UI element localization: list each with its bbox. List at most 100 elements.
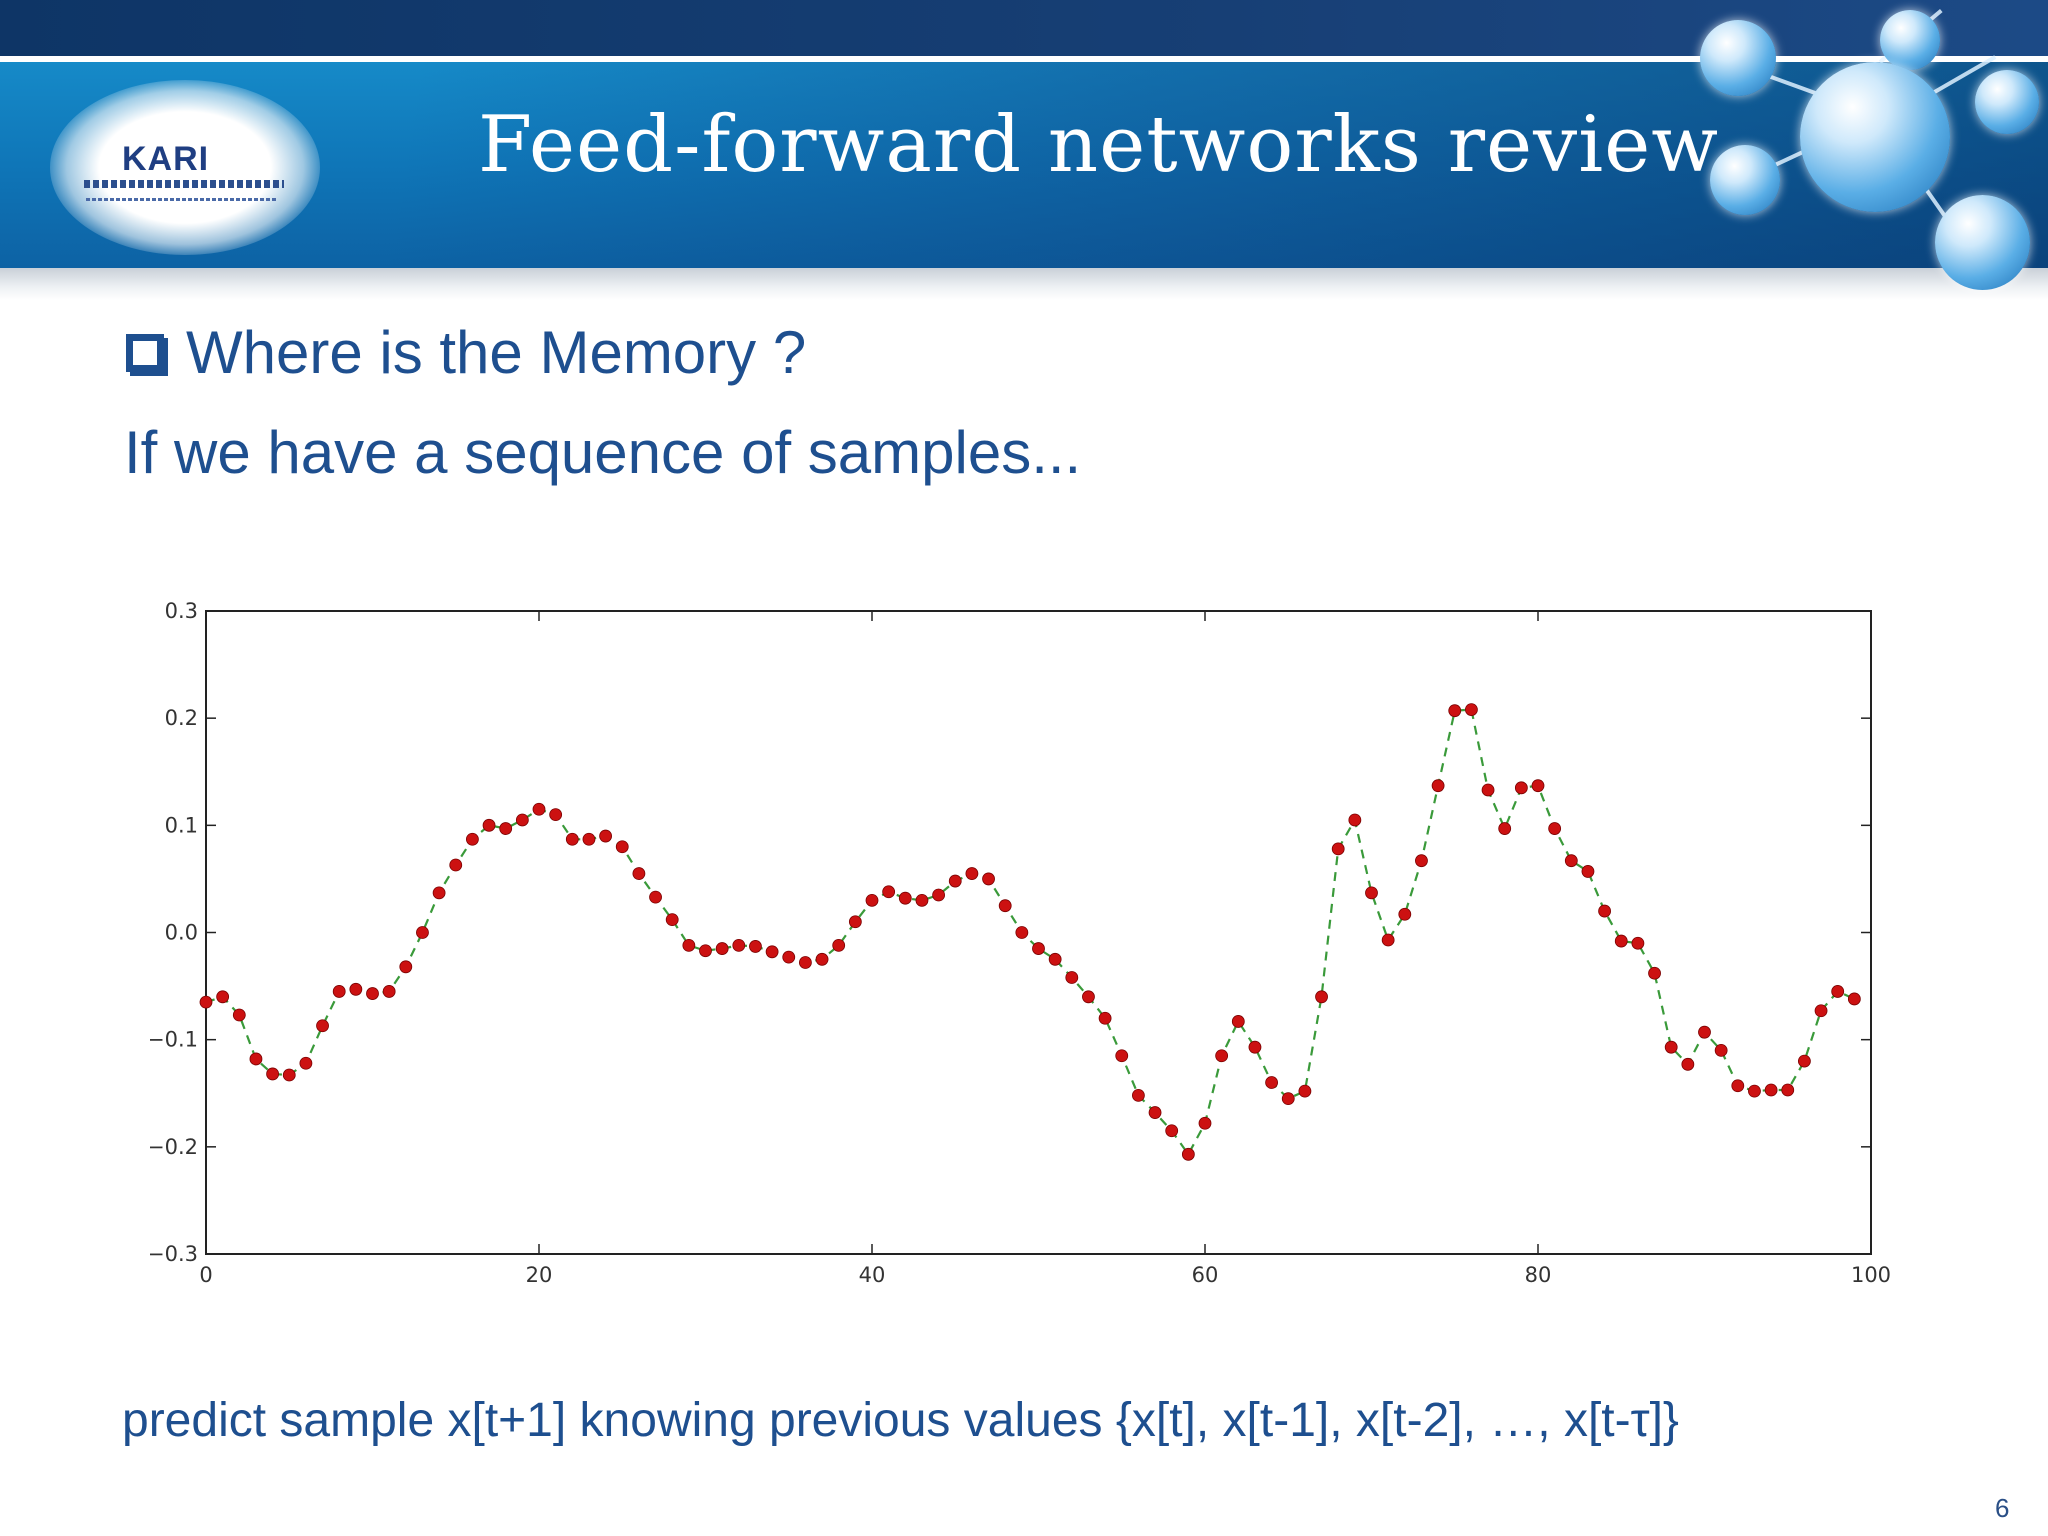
data-point — [1048, 952, 1062, 966]
data-point — [1181, 1147, 1195, 1161]
data-point — [732, 938, 746, 952]
data-point — [1531, 779, 1545, 793]
data-point — [282, 1068, 296, 1082]
data-point — [665, 913, 679, 927]
data-point — [582, 832, 596, 846]
data-point — [482, 818, 496, 832]
satellite-orb-icon — [1700, 20, 1776, 96]
x-tick-label: 20 — [526, 1263, 553, 1287]
x-tick-label: 0 — [199, 1263, 212, 1287]
data-point — [1365, 886, 1378, 900]
header-shadow — [0, 268, 2048, 300]
y-tick-label: 0.3 — [165, 599, 198, 623]
data-point — [1281, 1092, 1295, 1106]
data-point — [1032, 942, 1045, 955]
checkbox-bullet-icon — [126, 333, 164, 372]
data-point — [1514, 781, 1528, 795]
y-tick-label: 0.1 — [165, 813, 198, 837]
data-point — [416, 926, 429, 939]
data-point — [1448, 704, 1462, 718]
data-point — [1098, 1011, 1112, 1025]
data-point — [699, 944, 712, 958]
data-point — [216, 990, 230, 1004]
data-point — [1165, 1124, 1179, 1138]
data-point — [1648, 966, 1661, 980]
data-point — [1082, 990, 1095, 1004]
data-point — [1215, 1049, 1229, 1063]
data-point — [349, 982, 363, 996]
data-point — [882, 885, 896, 899]
data-point — [465, 832, 479, 846]
data-point — [1248, 1040, 1262, 1054]
bullet-item: Where is the Memory ? — [126, 318, 806, 387]
satellite-orb-icon — [1710, 145, 1780, 215]
page-number: 6 — [1995, 1493, 2010, 1523]
data-point — [848, 915, 862, 929]
data-point — [1614, 934, 1628, 948]
data-point — [948, 874, 962, 888]
satellite-orb-icon — [1880, 10, 1940, 70]
globe-orb-icon — [1800, 62, 1950, 212]
data-point — [932, 888, 945, 902]
data-point — [1498, 822, 1512, 835]
data-point — [782, 950, 796, 964]
y-tick-label: −0.2 — [150, 1135, 198, 1159]
data-point — [1381, 933, 1395, 947]
data-point — [1781, 1083, 1795, 1097]
data-point — [615, 840, 629, 854]
data-point — [532, 802, 546, 816]
data-point — [316, 1019, 329, 1033]
data-point — [1831, 985, 1845, 998]
data-point — [1265, 1076, 1278, 1089]
data-point — [1564, 854, 1578, 868]
data-point — [1132, 1088, 1145, 1102]
bullet-text: Where is the Memory ? — [186, 319, 807, 386]
data-point — [299, 1056, 313, 1070]
header-band-shade — [0, 62, 2048, 268]
data-point — [1748, 1084, 1761, 1098]
series-line — [205, 708, 1855, 1157]
data-point — [499, 822, 513, 835]
data-point — [1814, 1004, 1828, 1018]
data-point — [1631, 936, 1645, 950]
data-point — [1798, 1054, 1811, 1068]
y-tick-label: 0.2 — [165, 706, 198, 730]
y-tick-label: 0.0 — [165, 921, 198, 945]
data-point — [1465, 703, 1478, 716]
data-point — [382, 985, 396, 998]
data-point — [1764, 1083, 1778, 1097]
data-point — [1714, 1043, 1728, 1057]
slide-title: Feed-forward networks review — [478, 100, 1720, 190]
data-point — [749, 940, 762, 953]
data-point — [515, 813, 529, 827]
data-point — [199, 995, 213, 1009]
satellite-orb-icon — [1975, 70, 2039, 134]
data-point — [232, 1008, 246, 1022]
kari-logo-english-line — [86, 198, 276, 201]
data-point — [1298, 1084, 1312, 1098]
kari-logo-korean-line — [84, 180, 284, 188]
data-point — [832, 938, 846, 952]
data-point — [682, 938, 696, 952]
data-point — [1548, 822, 1562, 835]
data-point — [915, 893, 929, 907]
data-point — [449, 858, 463, 872]
data-point — [799, 956, 812, 969]
data-point — [649, 890, 662, 904]
data-point — [1315, 990, 1328, 1004]
slide-header: KARI Feed-forward networks review — [0, 0, 2048, 300]
rocket-orb-icon — [1935, 195, 2030, 290]
y-tick-label: −0.3 — [150, 1242, 198, 1266]
data-point — [399, 960, 413, 974]
slide-footer-text: predict sample x[t+1] knowing previous v… — [122, 1394, 1679, 1447]
x-tick-label: 80 — [1525, 1263, 1552, 1287]
data-point — [549, 808, 563, 822]
data-point — [632, 867, 646, 880]
data-point — [815, 952, 829, 966]
data-point — [865, 893, 879, 907]
kari-logo-text: KARI — [122, 140, 210, 178]
data-point — [1581, 865, 1595, 878]
data-point — [1398, 907, 1412, 921]
x-tick-label: 100 — [1851, 1263, 1891, 1287]
data-point — [1015, 926, 1029, 939]
